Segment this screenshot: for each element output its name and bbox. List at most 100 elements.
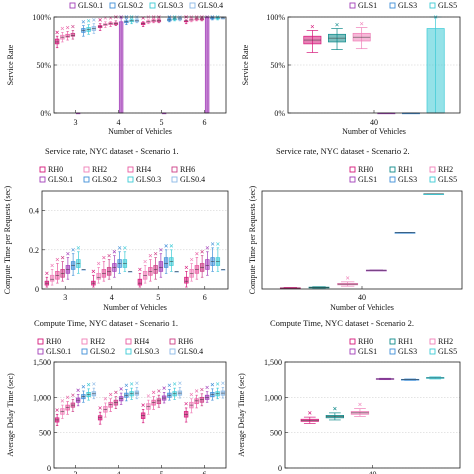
legend-item: GLS5 (429, 175, 457, 184)
outlier-stroke (195, 252, 199, 256)
x-tick-label: 40 (369, 470, 377, 474)
legend-label: RH2 (90, 337, 105, 346)
y-tick-label: 1,000 (264, 393, 282, 402)
box-rh6 (70, 393, 76, 412)
outlier-stroke (92, 18, 96, 22)
y-tick-label: 50% (270, 61, 285, 70)
box-outlier (335, 22, 339, 27)
outlier-stroke (55, 30, 59, 35)
box-outlier (71, 393, 75, 397)
outlier-stroke (159, 248, 163, 252)
outlier-stroke (129, 382, 134, 386)
box-outlier (55, 408, 59, 412)
legend-item: GLS0.3 (149, 1, 183, 10)
legend-label: GLS0.4 (178, 347, 203, 356)
box-body (151, 399, 156, 406)
box-rh2 (189, 392, 194, 414)
box-gls0-1 (161, 386, 167, 404)
box-outlier (65, 395, 70, 400)
box-rh4 (65, 395, 70, 415)
legend-item: GLS1 (349, 347, 377, 356)
y-tick-label: 0 (35, 285, 39, 294)
box-outlier (60, 26, 65, 31)
outlier-stroke (114, 390, 118, 395)
legend-item: GLS0.4 (189, 1, 223, 10)
outlier-stroke (66, 252, 70, 256)
legend-label: RH2 (438, 165, 453, 174)
box-rh4 (108, 392, 113, 412)
box-rh4 (55, 257, 60, 284)
outlier-stroke (184, 265, 189, 270)
outlier-stroke (164, 244, 168, 248)
outlier-stroke (169, 244, 174, 248)
x-tick-label: 40 (358, 293, 366, 302)
box-outlier (60, 255, 65, 260)
legend: RH0 RH2 RH4 RH6 GLS0.1 GLS0.2 GLS0.3 GLS0.4 (37, 337, 203, 356)
legend-label: GLS5 (438, 1, 457, 10)
legend-swatch (349, 176, 356, 183)
legend-label: RH4 (136, 165, 151, 174)
box-rh0 (44, 271, 50, 288)
box-rh2 (96, 261, 101, 284)
box-body (96, 272, 101, 280)
legend-item: RH1 (389, 165, 413, 174)
box-outlier (108, 392, 113, 397)
box-body (137, 278, 143, 286)
outlier-stroke (189, 257, 194, 262)
plot-frame (41, 190, 229, 290)
outlier-stroke (151, 390, 156, 395)
outlier-stroke (345, 276, 350, 280)
outlier-stroke (91, 269, 96, 274)
caption-service-rate-scenario1: Service rate, NYC dataset - Scenario 1. (45, 146, 179, 156)
box-outlier (98, 18, 102, 22)
legend-item: RH0 (349, 337, 373, 346)
legend-swatch (125, 338, 132, 345)
box-gls0-2 (167, 383, 172, 401)
legend-swatch (429, 166, 436, 173)
legend-label: GLS0.4 (180, 175, 205, 184)
box-outlier (107, 253, 111, 258)
box-outlier (162, 386, 166, 390)
box-outlier (135, 381, 139, 385)
box-gls0-3 (86, 382, 91, 401)
box-gls0-1 (205, 246, 210, 276)
legend-label: GLS0.2 (90, 347, 115, 356)
box-rh0 (300, 411, 319, 424)
box-body (426, 28, 445, 114)
box-outlier (119, 387, 123, 391)
box-outlier (55, 257, 60, 262)
y-tick-label: 1,000 (33, 393, 51, 402)
outlier-stroke (60, 399, 65, 403)
box-gls1 (365, 269, 387, 272)
box-body (204, 16, 210, 114)
box-outlier (333, 406, 337, 411)
box-rh6 (199, 250, 205, 278)
y-axis-title: Compute Time per Requests (sec) (3, 185, 12, 294)
box-outlier (159, 248, 163, 252)
box-outlier (151, 390, 156, 395)
y-tick-label: 500 (270, 429, 282, 438)
y-tick-label: 0 (278, 464, 282, 473)
legend-label: GLS0.2 (92, 175, 117, 184)
caption-compute-time-scenario2: Compute Time, NYC dataset - Scenario 2. (270, 318, 415, 328)
x-tick-label: 3 (74, 118, 78, 127)
legend-label: GLS0.2 (118, 1, 143, 10)
legend-label: GLS0.3 (134, 347, 159, 356)
box-rh1 (328, 22, 346, 50)
box-gls0-4 (134, 15, 140, 24)
chart-sr2: 0% 50% 100% 40 Service Rate Number of Vehicle… (241, 1, 461, 136)
outlier-stroke (358, 402, 362, 407)
outlier-stroke (71, 248, 75, 252)
box-outlier (98, 406, 102, 410)
plot-frame (261, 190, 463, 290)
box-gls0-2 (124, 383, 129, 402)
box-rh0 (184, 265, 189, 288)
x-tick-label: 6 (203, 293, 207, 302)
legend-item: GLS5 (429, 1, 457, 10)
legend-label: RH1 (398, 337, 413, 346)
box-outlier (66, 252, 70, 256)
outlier-stroke (98, 406, 102, 410)
x-axis-title: Number of Vehicles (342, 127, 406, 136)
y-tick-label: 0.2 (29, 246, 39, 255)
box-outlier (205, 246, 210, 250)
